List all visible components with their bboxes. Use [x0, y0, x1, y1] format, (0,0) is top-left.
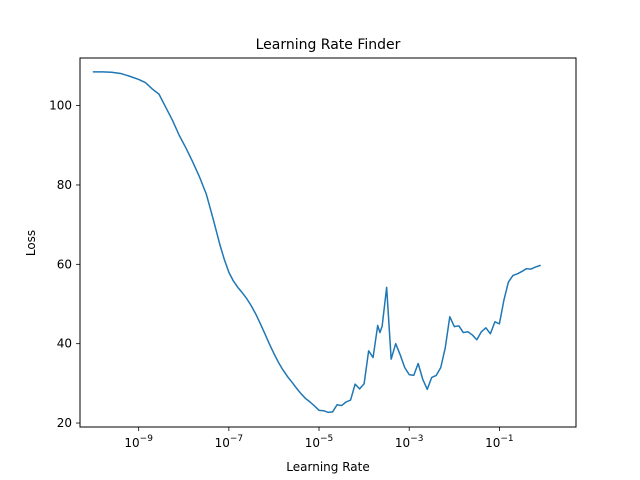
x-tick-label: 10−3	[395, 434, 424, 450]
y-tick-label: 60	[57, 257, 72, 271]
x-tick-label-base: 10	[395, 436, 410, 450]
x-axis-title: Learning Rate	[286, 460, 369, 474]
x-axis: 10−9 10−7 10−5 10−3 10−1	[124, 427, 514, 450]
x-tick-label-base: 10	[124, 436, 139, 450]
y-tick-label: 80	[57, 178, 72, 192]
x-tick-label: 10−9	[124, 434, 153, 450]
x-tick-label-exponent: −3	[410, 434, 423, 444]
y-tick-label: 100	[49, 99, 72, 113]
x-tick-label: 10−1	[485, 434, 514, 450]
x-tick-label-exponent: −1	[500, 434, 513, 444]
y-axis: 20 40 60 80 100	[49, 99, 80, 430]
x-tick-label-exponent: −7	[230, 434, 243, 444]
y-axis-title: Loss	[24, 230, 38, 256]
x-tick-label: 10−7	[215, 434, 244, 450]
y-tick-label: 20	[57, 416, 72, 430]
x-tick-label-exponent: −5	[320, 434, 333, 444]
x-tick-label-base: 10	[485, 436, 500, 450]
series-line-loss	[92, 71, 541, 414]
x-tick-label-base: 10	[215, 436, 230, 450]
plot-frame	[79, 57, 577, 428]
y-tick-label: 40	[57, 337, 72, 351]
chart-title: Learning Rate Finder	[256, 37, 401, 53]
x-tick-label-exponent: −9	[140, 434, 154, 444]
x-tick-label: 10−5	[305, 434, 334, 450]
x-tick-label-base: 10	[305, 436, 320, 450]
